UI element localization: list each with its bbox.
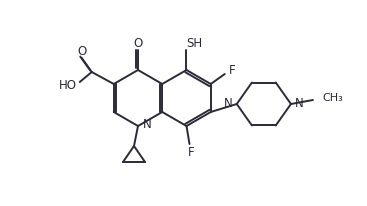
Text: N: N: [143, 118, 152, 131]
Text: O: O: [77, 44, 86, 57]
Text: N: N: [224, 96, 233, 110]
Text: F: F: [228, 63, 235, 76]
Text: SH: SH: [186, 36, 203, 49]
Text: O: O: [133, 36, 143, 49]
Text: N: N: [295, 96, 304, 110]
Text: HO: HO: [59, 78, 77, 91]
Text: CH₃: CH₃: [322, 93, 343, 103]
Text: F: F: [188, 145, 195, 158]
